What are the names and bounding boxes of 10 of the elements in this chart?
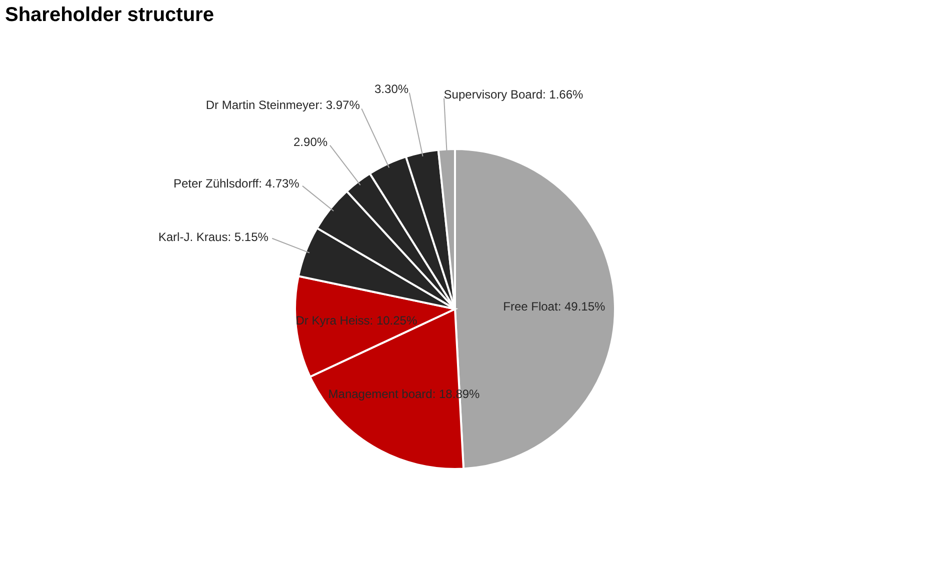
- slice-label: Supervisory Board: 1.66%: [444, 87, 584, 102]
- slice-label: Management board: 18.89%: [328, 387, 480, 402]
- slice-label: Free Float: 49.15%: [503, 299, 606, 314]
- slice-label: Dr Kyra Heiss: 10.25%: [296, 313, 418, 328]
- data-label: 3.30%: [374, 82, 409, 96]
- slice-label: Karl-J. Kraus: 5.15%: [158, 230, 269, 244]
- slice-label: Dr Martin Steinmeyer: 3.97%: [206, 98, 360, 112]
- chart-title: Shareholder structure: [5, 4, 214, 26]
- slice-label: Peter Zühlsdorff: 4.73%: [173, 176, 300, 190]
- data-label: 2.90%: [294, 135, 328, 150]
